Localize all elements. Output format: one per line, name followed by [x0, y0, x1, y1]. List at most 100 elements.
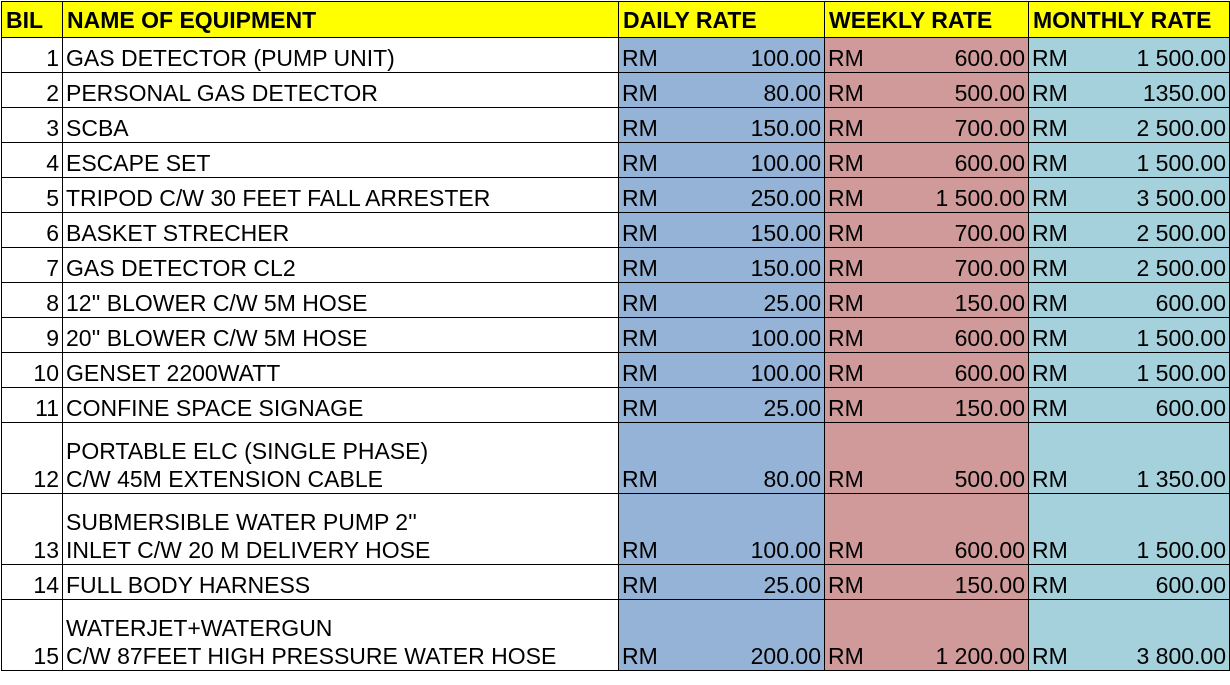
equipment-name-line: PORTABLE ELC (SINGLE PHASE) [66, 438, 429, 464]
header-daily-rate: DAILY RATE [618, 1, 825, 38]
weekly-rate-currency: RM [824, 247, 877, 283]
monthly-rate-currency: RM [1028, 564, 1081, 600]
monthly-rate-amount: 1350.00 [1080, 72, 1230, 108]
daily-rate-currency: RM [618, 282, 671, 318]
weekly-rate-amount: 700.00 [876, 247, 1029, 283]
monthly-rate-currency: RM [1028, 352, 1081, 388]
daily-rate-currency: RM [618, 247, 671, 283]
equipment-name-cell: PERSONAL GAS DETECTOR [62, 72, 619, 108]
equipment-name-cell: SUBMERSIBLE WATER PUMP 2'' INLET C/W 20 M… [62, 493, 619, 565]
monthly-rate-currency: RM [1028, 212, 1081, 248]
bil-cell: 9 [1, 317, 63, 353]
equipment-name-cell: TRIPOD C/W 30 FEET FALL ARRESTER [62, 177, 619, 213]
monthly-rate-currency: RM [1028, 599, 1081, 671]
table-row: 6 BASKET STRECHER RM 150.00 RM 700.00 RM 2 500.… [1, 212, 1230, 248]
monthly-rate-amount: 1 500.00 [1080, 37, 1230, 73]
monthly-rate-currency: RM [1028, 282, 1081, 318]
header-weekly-rate: WEEKLY RATE [824, 1, 1029, 38]
weekly-rate-amount: 600.00 [876, 317, 1029, 353]
weekly-rate-amount: 500.00 [876, 422, 1029, 494]
daily-rate-amount: 80.00 [670, 422, 825, 494]
equipment-name-cell: GAS DETECTOR CL2 [62, 247, 619, 283]
equipment-name-line: GENSET 2200WATT [66, 360, 281, 386]
weekly-rate-currency: RM [824, 564, 877, 600]
weekly-rate-amount: 150.00 [876, 564, 1029, 600]
bil-cell: 10 [1, 352, 63, 388]
bil-cell: 8 [1, 282, 63, 318]
bil-cell: 6 [1, 212, 63, 248]
weekly-rate-amount: 1 200.00 [876, 599, 1029, 671]
monthly-rate-amount: 1 500.00 [1080, 352, 1230, 388]
equipment-name-line: INLET C/W 20 M DELIVERY HOSE [66, 537, 431, 563]
equipment-name-line: GAS DETECTOR CL2 [66, 255, 296, 281]
daily-rate-amount: 150.00 [670, 107, 825, 143]
weekly-rate-amount: 600.00 [876, 493, 1029, 565]
monthly-rate-amount: 2 500.00 [1080, 212, 1230, 248]
monthly-rate-currency: RM [1028, 493, 1081, 565]
monthly-rate-amount: 3 800.00 [1080, 599, 1230, 671]
daily-rate-currency: RM [618, 564, 671, 600]
weekly-rate-amount: 500.00 [876, 72, 1029, 108]
monthly-rate-amount: 600.00 [1080, 282, 1230, 318]
daily-rate-currency: RM [618, 352, 671, 388]
monthly-rate-amount: 1 350.00 [1080, 422, 1230, 494]
bil-cell: 3 [1, 107, 63, 143]
weekly-rate-currency: RM [824, 493, 877, 565]
daily-rate-amount: 25.00 [670, 387, 825, 423]
header-name: NAME OF EQUIPMENT [62, 1, 619, 38]
weekly-rate-currency: RM [824, 599, 877, 671]
monthly-rate-currency: RM [1028, 142, 1081, 178]
daily-rate-currency: RM [618, 317, 671, 353]
header-monthly-rate: MONTHLY RATE [1027, 1, 1230, 38]
equipment-rate-table: BIL NAME OF EQUIPMENT DAILY RATE WEEKLY … [1, 1, 1230, 671]
daily-rate-currency: RM [618, 422, 671, 494]
monthly-rate-amount: 2 500.00 [1080, 107, 1230, 143]
equipment-name-cell: WATERJET+WATERGUN C/W 87FEET HIGH PRESSUR… [62, 599, 619, 671]
equipment-name-line: C/W 87FEET HIGH PRESSURE WATER HOSE [66, 643, 557, 669]
monthly-rate-currency: RM [1028, 317, 1081, 353]
bil-cell: 7 [1, 247, 63, 283]
header-row: BIL NAME OF EQUIPMENT DAILY RATE WEEKLY … [1, 1, 1230, 38]
table-row: 11 CONFINE SPACE SIGNAGE RM 25.00 RM 150.00 RM… [1, 387, 1230, 423]
daily-rate-amount: 25.00 [670, 282, 825, 318]
monthly-rate-amount: 1 500.00 [1080, 493, 1230, 565]
daily-rate-amount: 25.00 [670, 564, 825, 600]
daily-rate-currency: RM [618, 493, 671, 565]
monthly-rate-amount: 600.00 [1080, 564, 1230, 600]
monthly-rate-currency: RM [1028, 107, 1081, 143]
daily-rate-currency: RM [618, 599, 671, 671]
monthly-rate-currency: RM [1028, 177, 1081, 213]
weekly-rate-currency: RM [824, 317, 877, 353]
equipment-name-line: CONFINE SPACE SIGNAGE [66, 395, 364, 421]
daily-rate-amount: 80.00 [670, 72, 825, 108]
weekly-rate-currency: RM [824, 72, 877, 108]
monthly-rate-amount: 1 500.00 [1080, 142, 1230, 178]
monthly-rate-amount: 600.00 [1080, 387, 1230, 423]
daily-rate-currency: RM [618, 37, 671, 73]
equipment-name-line: FULL BODY HARNESS [66, 572, 311, 598]
table-row: 5 TRIPOD C/W 30 FEET FALL ARRESTER RM 250.0… [1, 177, 1230, 213]
weekly-rate-amount: 600.00 [876, 37, 1029, 73]
equipment-name-line: SUBMERSIBLE WATER PUMP 2'' [66, 509, 417, 535]
monthly-rate-currency: RM [1028, 422, 1081, 494]
weekly-rate-amount: 150.00 [876, 387, 1029, 423]
table-row: 4 ESCAPE SET RM 100.00 RM 600.00 RM 1 500.00 [1, 142, 1230, 178]
table-row: 10 GENSET 2200WATT RM 100.00 RM 600.00 RM 1 500… [1, 352, 1230, 388]
weekly-rate-amount: 1 500.00 [876, 177, 1029, 213]
daily-rate-amount: 150.00 [670, 212, 825, 248]
daily-rate-currency: RM [618, 177, 671, 213]
equipment-name-line: GAS DETECTOR (PUMP UNIT) [66, 45, 395, 71]
weekly-rate-amount: 600.00 [876, 142, 1029, 178]
equipment-name-line: C/W 45M EXTENSION CABLE [66, 466, 383, 492]
equipment-name-line: BASKET STRECHER [66, 220, 290, 246]
equipment-name-cell: FULL BODY HARNESS [62, 564, 619, 600]
daily-rate-amount: 100.00 [670, 352, 825, 388]
daily-rate-currency: RM [618, 387, 671, 423]
weekly-rate-currency: RM [824, 352, 877, 388]
equipment-name-cell: SCBA [62, 107, 619, 143]
monthly-rate-currency: RM [1028, 37, 1081, 73]
table-row: 14 FULL BODY HARNESS RM 25.00 RM 150.00 RM 600.… [1, 564, 1230, 600]
equipment-name-line: 20'' BLOWER C/W 5M HOSE [66, 325, 368, 351]
table-row: 7 GAS DETECTOR CL2 RM 150.00 RM 700.00 RM 2 500… [1, 247, 1230, 283]
table-row: 1 GAS DETECTOR (PUMP UNIT) RM 100.00 RM 600.0… [1, 37, 1230, 73]
